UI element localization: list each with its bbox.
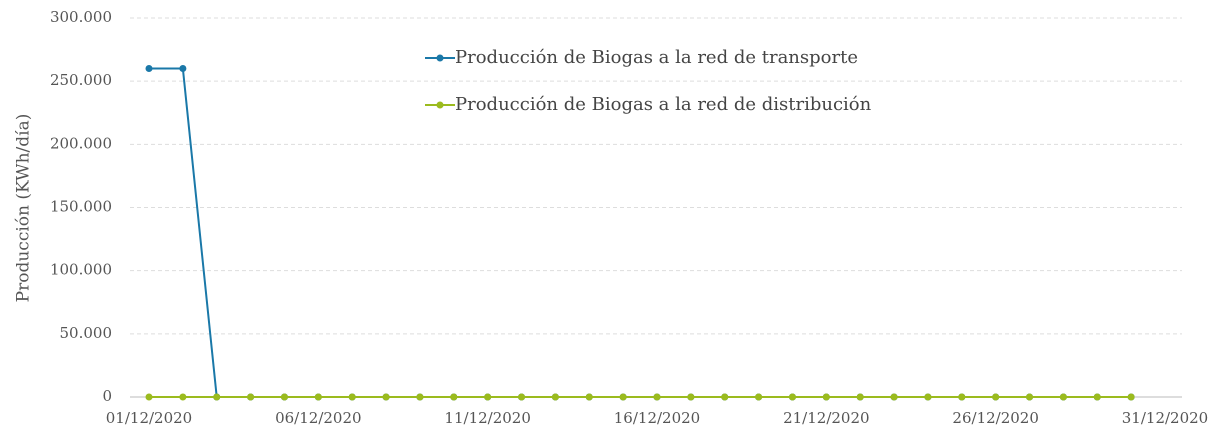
data-point bbox=[856, 393, 864, 401]
y-tick-label: 300.000 bbox=[50, 8, 112, 26]
x-tick-label: 21/12/2020 bbox=[783, 409, 869, 427]
data-point bbox=[314, 393, 322, 401]
y-tick-label: 100.000 bbox=[50, 261, 112, 279]
data-point bbox=[145, 65, 153, 73]
data-point bbox=[484, 393, 492, 401]
data-point bbox=[1026, 393, 1034, 401]
data-point bbox=[958, 393, 966, 401]
x-tick-label: 16/12/2020 bbox=[614, 409, 700, 427]
x-tick-label: 11/12/2020 bbox=[444, 409, 530, 427]
data-point bbox=[416, 393, 424, 401]
legend-marker bbox=[436, 101, 444, 109]
y-tick-label: 150.000 bbox=[50, 198, 112, 216]
data-point bbox=[653, 393, 661, 401]
data-point bbox=[382, 393, 390, 401]
x-tick-label: 26/12/2020 bbox=[952, 409, 1038, 427]
data-point bbox=[179, 65, 187, 73]
series-line bbox=[149, 67, 1132, 398]
data-point bbox=[721, 393, 729, 401]
data-point bbox=[247, 393, 255, 401]
x-tick-label: 31/12/2020 bbox=[1122, 409, 1208, 427]
data-point bbox=[585, 393, 593, 401]
data-point bbox=[213, 393, 221, 401]
data-point bbox=[755, 393, 763, 401]
data-point bbox=[992, 393, 1000, 401]
y-tick-label: 50.000 bbox=[60, 324, 113, 342]
data-point bbox=[822, 393, 830, 401]
data-point bbox=[1093, 393, 1101, 401]
legend-marker bbox=[436, 54, 444, 62]
y-axis-label: Producción (KWh/día) bbox=[14, 114, 34, 303]
data-point bbox=[1127, 393, 1135, 401]
legend-label: Producción de Biogas a la red de transpo… bbox=[455, 47, 858, 68]
data-point bbox=[450, 393, 458, 401]
data-point bbox=[924, 393, 932, 401]
legend-label: Producción de Biogas a la red de distrib… bbox=[455, 94, 872, 115]
data-point bbox=[551, 393, 559, 401]
data-point bbox=[788, 393, 796, 401]
data-point bbox=[890, 393, 898, 401]
data-point bbox=[619, 393, 627, 401]
x-tick-label: 06/12/2020 bbox=[275, 409, 361, 427]
y-tick-label: 200.000 bbox=[50, 134, 112, 152]
data-point bbox=[687, 393, 695, 401]
data-point bbox=[145, 393, 153, 401]
data-point bbox=[1059, 393, 1067, 401]
y-tick-label: 0 bbox=[102, 387, 112, 405]
y-tick-label: 250.000 bbox=[50, 71, 112, 89]
data-point bbox=[518, 393, 526, 401]
data-point bbox=[348, 393, 356, 401]
x-tick-label: 01/12/2020 bbox=[106, 409, 192, 427]
data-point bbox=[280, 393, 288, 401]
data-point bbox=[179, 393, 187, 401]
